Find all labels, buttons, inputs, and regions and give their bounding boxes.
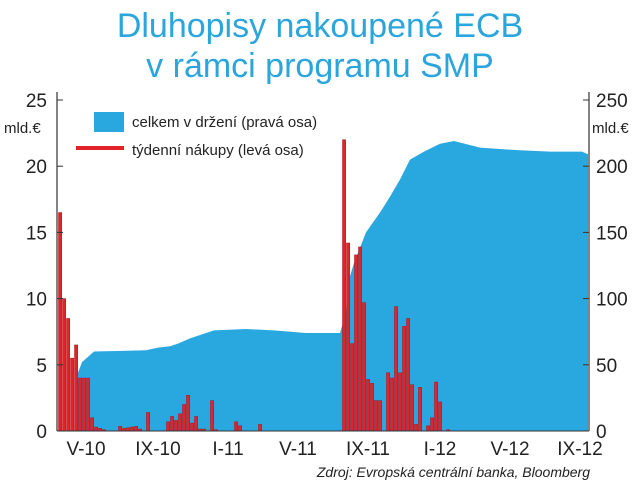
purchase-bar <box>90 417 94 432</box>
purchase-bar <box>238 425 242 432</box>
legend-label-holdings: celkem v držení (pravá osa) <box>132 114 317 131</box>
right-tick-label: 100 <box>596 290 628 311</box>
purchase-bar <box>394 306 398 432</box>
purchase-bar <box>58 212 62 432</box>
left-tick-label: 5 <box>36 356 47 377</box>
purchase-bar <box>190 422 194 432</box>
x-tick-label: IX-12 <box>557 439 602 460</box>
purchase-bar <box>366 379 370 432</box>
purchase-bar <box>410 384 414 432</box>
legend-bar-swatch <box>76 146 124 150</box>
purchase-bar <box>234 421 238 432</box>
purchase-bar <box>210 400 214 432</box>
purchase-bar <box>342 139 346 432</box>
purchase-bar <box>346 242 350 432</box>
purchase-bar <box>166 421 170 432</box>
purchase-bar <box>170 416 174 432</box>
x-tick-label: V-12 <box>490 439 529 460</box>
left-tick-label: 15 <box>26 223 47 244</box>
purchase-bar <box>378 400 382 432</box>
x-tick-label: V-11 <box>279 439 317 460</box>
purchase-bar <box>186 395 190 432</box>
purchase-bar <box>358 246 362 432</box>
purchase-bar <box>402 326 406 432</box>
purchase-bar <box>406 318 410 432</box>
purchase-bar <box>130 426 134 432</box>
purchase-bar <box>94 426 98 432</box>
left-tick-label: 20 <box>26 157 47 178</box>
purchase-bar <box>438 401 442 432</box>
right-tick-label: 250 <box>596 91 628 112</box>
purchase-bar <box>370 383 374 432</box>
chart-title-line2: v rámci programu SMP <box>146 47 494 85</box>
purchase-bar <box>418 387 422 432</box>
purchase-bar <box>430 417 434 432</box>
purchase-bar <box>178 413 182 432</box>
left-tick-label: 25 <box>26 91 47 112</box>
purchase-bar <box>386 372 390 432</box>
purchase-bar <box>182 404 186 432</box>
purchase-bar <box>194 416 198 432</box>
purchase-bar <box>146 412 150 432</box>
purchase-bar <box>414 424 418 432</box>
x-tick-label: I-11 <box>212 439 243 460</box>
source-note: Zdroj: Evropská centrální banka, Bloombe… <box>316 464 590 480</box>
purchase-bar <box>118 426 122 432</box>
purchase-bar <box>434 381 438 432</box>
purchase-bar <box>66 318 70 432</box>
purchase-bar <box>86 377 90 432</box>
right-tick-label: 200 <box>596 157 628 178</box>
purchase-bar <box>350 343 354 432</box>
purchase-bar <box>70 357 74 432</box>
chart-title-line1: Dluhopisy nakoupené ECB <box>116 7 524 45</box>
right-tick-label: 150 <box>596 223 628 244</box>
right-axis-unit: mld.€ <box>592 120 629 137</box>
purchase-bar <box>74 344 78 432</box>
x-tick-label: IX-11 <box>346 439 390 460</box>
right-tick-label: 50 <box>596 356 617 377</box>
purchase-bar <box>174 420 178 432</box>
purchase-bar <box>398 372 402 432</box>
right-tick-label: 0 <box>596 422 607 443</box>
purchase-bar <box>354 254 358 432</box>
purchase-bar <box>134 426 138 432</box>
holdings-area <box>76 141 588 431</box>
purchase-bar <box>362 302 366 432</box>
legend-label-purchases: týdenní nákupy (levá osa) <box>132 142 304 159</box>
left-tick-label: 0 <box>36 422 47 443</box>
left-axis-unit: mld.€ <box>4 120 41 137</box>
purchase-bar <box>390 377 394 432</box>
purchase-bar <box>374 400 378 432</box>
left-tick-label: 10 <box>26 290 47 311</box>
purchase-bar <box>426 425 430 432</box>
legend-area-swatch <box>94 112 124 132</box>
x-tick-label: V-10 <box>66 439 105 460</box>
purchase-bar <box>82 377 86 432</box>
x-tick-label: I-12 <box>424 439 457 460</box>
purchase-bar <box>78 377 82 432</box>
purchase-bar <box>258 424 262 432</box>
x-tick-label: IX-10 <box>135 439 180 460</box>
